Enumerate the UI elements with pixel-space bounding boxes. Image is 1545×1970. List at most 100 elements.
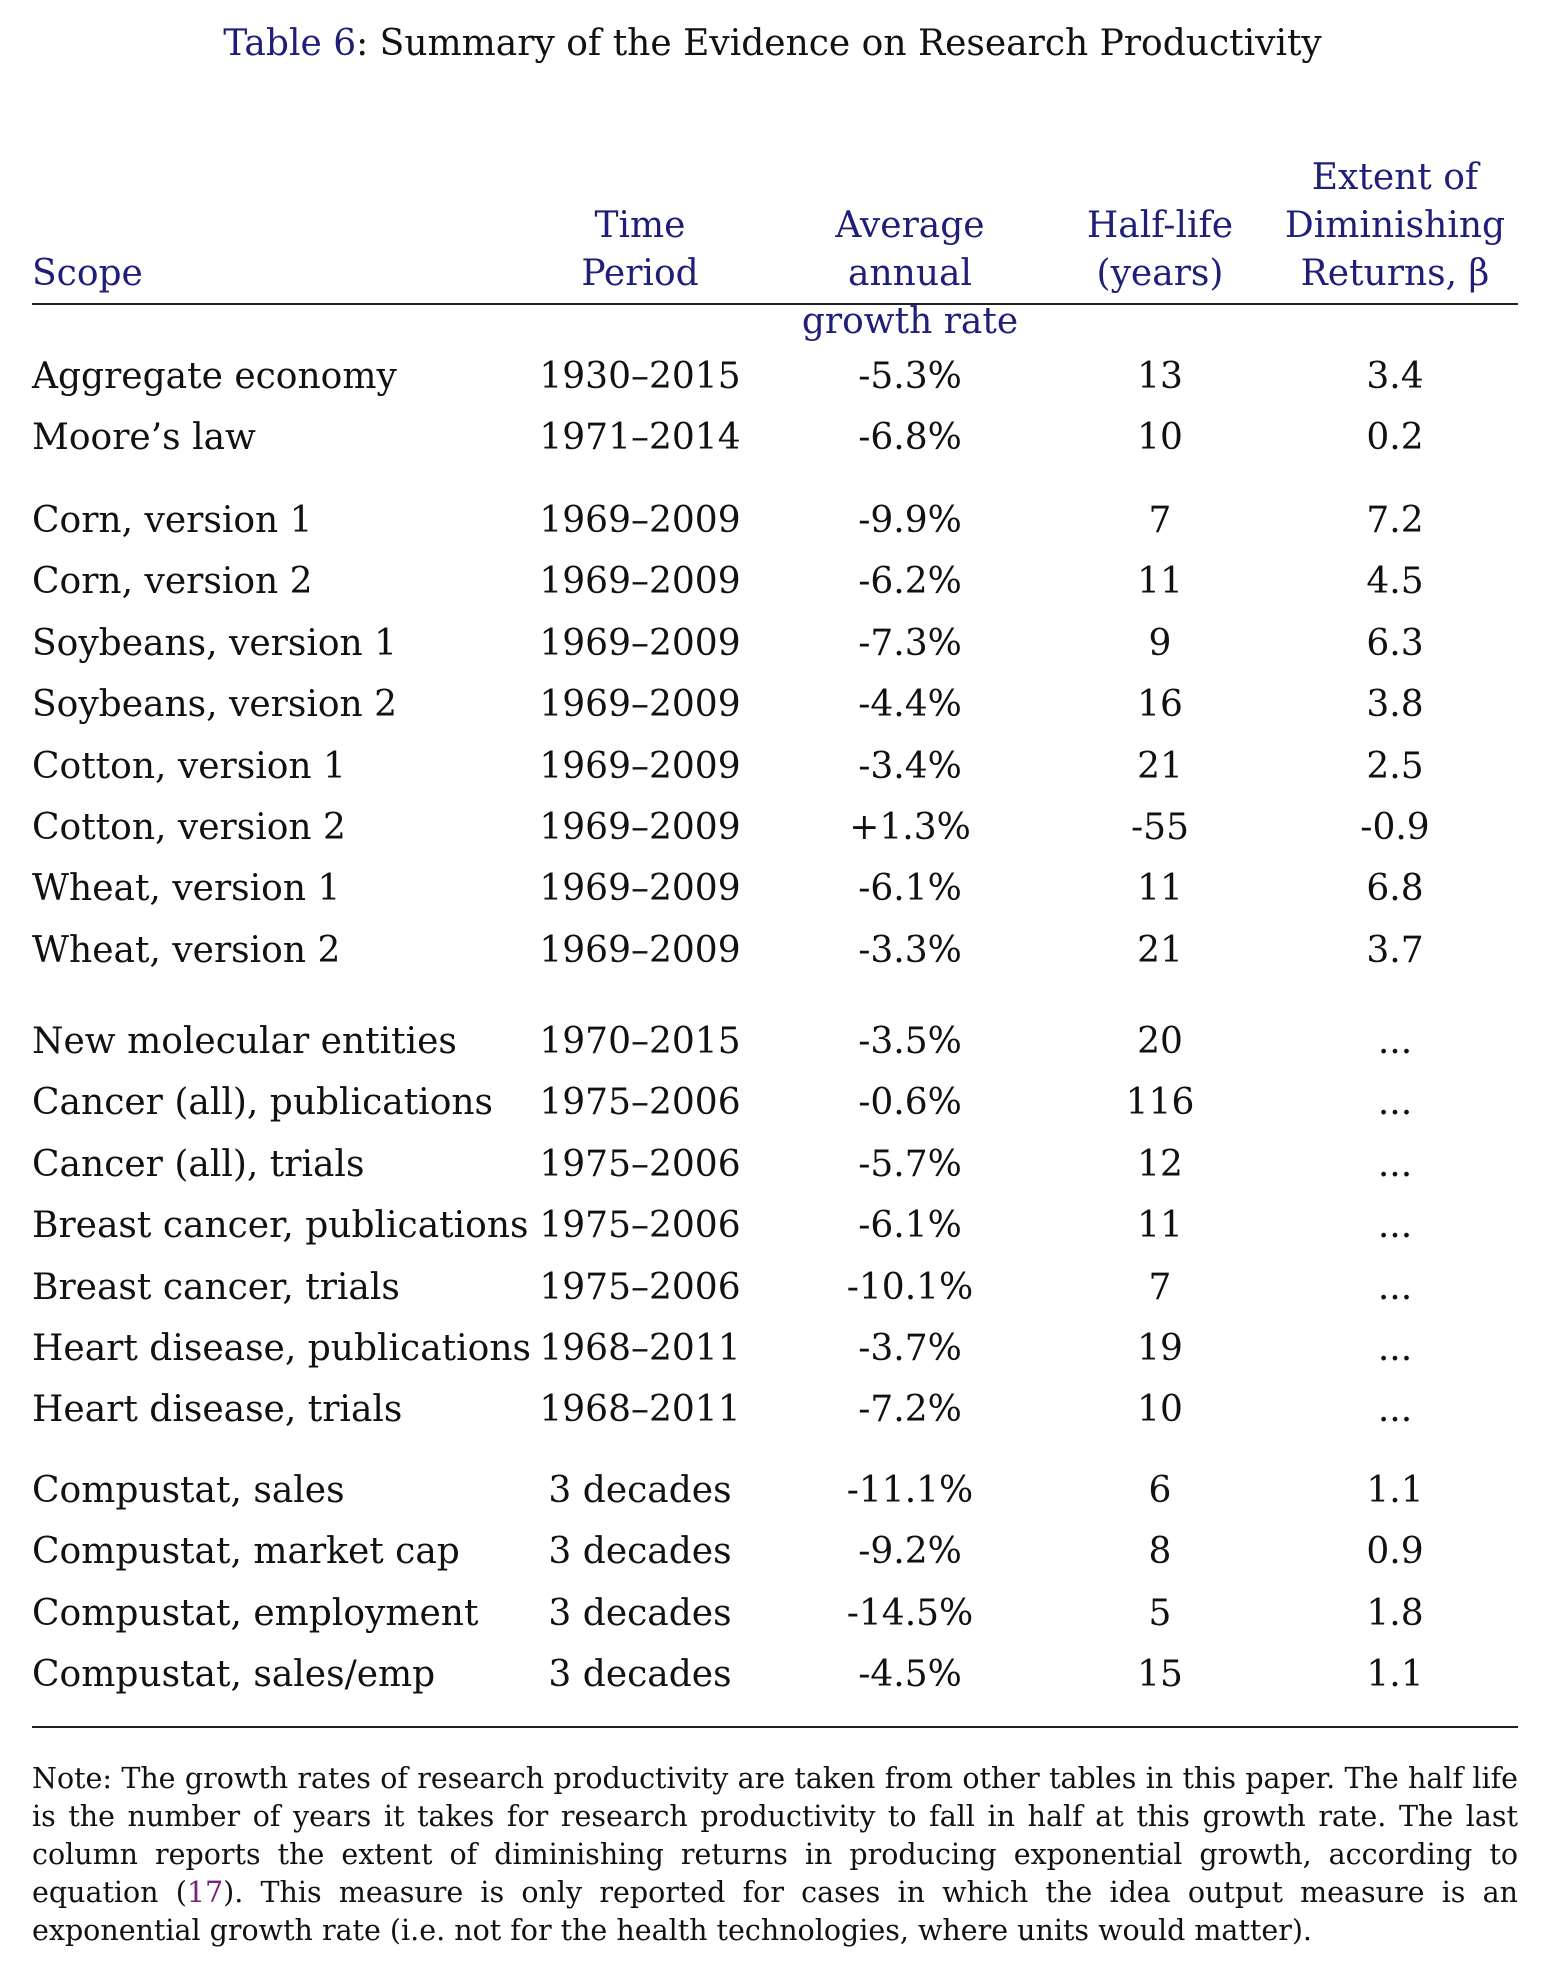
cell-growth-rate: -0.6% [858, 1082, 962, 1124]
table-row: Moore’s law 1971–2014 -6.8% 10 0.2 [0, 407, 1545, 469]
cell-diminishing-returns: ... [1377, 1328, 1413, 1369]
cell-time-period: 1969–2009 [539, 561, 741, 603]
table-row: Cotton, version 2 1969–2009 +1.3% -55 -0.9 [0, 797, 1545, 859]
table-row: New molecular entities 1970–2015 -3.5% 20..… [0, 1011, 1545, 1073]
cell-time-period: 1968–2011 [539, 1328, 741, 1369]
table-row: Breast cancer, trials 1975–2006 -10.1% 7... [0, 1257, 1545, 1319]
header-half-life: Half-life (years) [1086, 205, 1234, 294]
cell-time-period: 1969–2009 [539, 807, 741, 848]
table-row: Compustat, sales 3 decades -11.1% 6 1.1 [0, 1460, 1545, 1522]
table-caption: Table 6: Summary of the Evidence on Rese… [0, 20, 1545, 68]
cell-diminishing-returns: 1.1 [1366, 1470, 1424, 1511]
header-rule [32, 303, 1518, 305]
equation-reference-link[interactable]: 17 [186, 1876, 224, 1909]
cell-diminishing-returns: ... [1377, 1205, 1413, 1247]
cell-diminishing-returns: ... [1377, 1021, 1413, 1062]
cell-scope: Moore’s law [32, 417, 256, 459]
table-row: Wheat, version 2 1969–2009 -3.3% 21 3.7 [0, 920, 1545, 982]
cell-half-life: 9 [1148, 622, 1172, 664]
cell-time-period: 1930–2015 [539, 356, 741, 397]
cell-half-life: -55 [1131, 807, 1189, 848]
cell-time-period: 3 decades [548, 1654, 732, 1696]
cell-growth-rate: -6.1% [858, 868, 962, 910]
cell-growth-rate: +1.3% [849, 807, 971, 848]
cell-scope: Cancer (all), trials [32, 1143, 365, 1185]
cell-growth-rate: -9.9% [858, 500, 962, 541]
cell-growth-rate: -7.2% [858, 1389, 962, 1431]
cell-diminishing-returns: 0.9 [1366, 1531, 1424, 1573]
cell-time-period: 1975–2006 [539, 1082, 741, 1124]
cell-growth-rate: -5.7% [858, 1143, 962, 1185]
cell-diminishing-returns: ... [1377, 1266, 1413, 1308]
table-row: Compustat, market cap 3 decades -9.2% 8 0.9 [0, 1521, 1545, 1583]
cell-growth-rate: -14.5% [846, 1592, 974, 1634]
cell-half-life: 19 [1137, 1328, 1183, 1369]
cell-time-period: 1969–2009 [539, 684, 741, 726]
cell-diminishing-returns: -0.9 [1360, 807, 1430, 848]
header-growth-rate: Average annual growth rate [801, 205, 1019, 342]
cell-half-life: 7 [1148, 1266, 1172, 1308]
cell-growth-rate: -3.7% [858, 1328, 962, 1369]
cell-growth-rate: -10.1% [846, 1266, 974, 1308]
cell-scope: Wheat, version 1 [32, 868, 341, 910]
cell-scope: New molecular entities [32, 1021, 457, 1062]
cell-diminishing-returns: 3.4 [1366, 356, 1424, 397]
table-row: Soybeans, version 2 1969–2009 -4.4% 16 3.8 [0, 674, 1545, 736]
header-scope: Scope [32, 253, 143, 294]
table-row: Compustat, sales/emp 3 decades -4.5% 15 1.1 [0, 1644, 1545, 1706]
cell-diminishing-returns: ... [1377, 1082, 1413, 1124]
cell-growth-rate: -7.3% [858, 622, 962, 664]
cell-scope: Breast cancer, publications [32, 1205, 529, 1247]
cell-half-life: 21 [1137, 745, 1183, 787]
cell-half-life: 16 [1137, 684, 1183, 726]
cell-growth-rate: -3.4% [858, 745, 962, 787]
cell-time-period: 1969–2009 [539, 622, 741, 664]
cell-diminishing-returns: ... [1377, 1143, 1413, 1185]
table-row: Cotton, version 1 1969–2009 -3.4% 21 2.5 [0, 736, 1545, 798]
cell-scope: Soybeans, version 2 [32, 684, 398, 726]
table-row: Aggregate economy 1930–2015 -5.3% 13 3.4 [0, 346, 1545, 408]
cell-diminishing-returns: 4.5 [1366, 561, 1424, 603]
cell-diminishing-returns: 3.7 [1366, 929, 1424, 971]
table-row: Heart disease, trials 1968–2011 -7.2% 10... [0, 1379, 1545, 1441]
table-row: Corn, version 1 1969–2009 -9.9% 7 7.2 [0, 490, 1545, 552]
cell-scope: Soybeans, version 1 [32, 622, 398, 664]
cell-half-life: 10 [1137, 1389, 1183, 1431]
cell-diminishing-returns: 0.2 [1366, 417, 1424, 459]
cell-half-life: 116 [1125, 1082, 1195, 1124]
table-row: Cancer (all), publications 1975–2006 -0.6%… [0, 1072, 1545, 1134]
cell-diminishing-returns: 1.8 [1366, 1592, 1424, 1634]
cell-half-life: 20 [1137, 1021, 1183, 1062]
cell-time-period: 1975–2006 [539, 1143, 741, 1185]
cell-diminishing-returns: 1.1 [1366, 1654, 1424, 1696]
cell-scope: Heart disease, trials [32, 1389, 403, 1431]
cell-scope: Aggregate economy [32, 356, 397, 397]
cell-scope: Corn, version 1 [32, 500, 313, 541]
cell-half-life: 12 [1137, 1143, 1183, 1185]
table-row: Heart disease, publications 1968–2011 -3.7… [0, 1318, 1545, 1380]
cell-diminishing-returns: 3.8 [1366, 684, 1424, 726]
cell-scope: Corn, version 2 [32, 561, 313, 603]
table-row: Corn, version 2 1969–2009 -6.2% 11 4.5 [0, 551, 1545, 613]
table-row: Cancer (all), trials 1975–2006 -5.7% 12... [0, 1134, 1545, 1196]
cell-time-period: 1971–2014 [539, 417, 741, 459]
cell-half-life: 5 [1148, 1592, 1172, 1634]
cell-time-period: 3 decades [548, 1531, 732, 1573]
cell-scope: Compustat, market cap [32, 1531, 460, 1573]
cell-half-life: 7 [1148, 500, 1172, 541]
cell-growth-rate: -4.5% [858, 1654, 962, 1696]
cell-diminishing-returns: 7.2 [1366, 500, 1424, 541]
cell-growth-rate: -3.5% [858, 1021, 962, 1062]
table-row: Soybeans, version 1 1969–2009 -7.3% 9 6.3 [0, 613, 1545, 675]
header-diminishing-returns: Extent of Diminishing Returns, β [1284, 157, 1506, 294]
cell-growth-rate: -5.3% [858, 356, 962, 397]
bottom-rule [32, 1726, 1518, 1728]
cell-time-period: 1969–2009 [539, 745, 741, 787]
cell-half-life: 15 [1137, 1654, 1183, 1696]
cell-time-period: 1969–2009 [539, 500, 741, 541]
table-label[interactable]: Table 6 [223, 23, 357, 64]
table-row: Wheat, version 1 1969–2009 -6.1% 11 6.8 [0, 858, 1545, 920]
cell-time-period: 3 decades [548, 1470, 732, 1511]
cell-growth-rate: -6.2% [858, 561, 962, 603]
